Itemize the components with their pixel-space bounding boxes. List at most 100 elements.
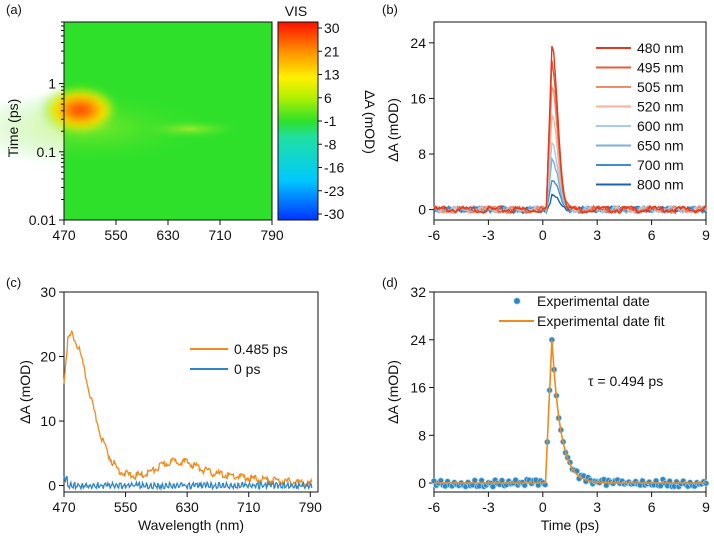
series-lines-c (63, 329, 313, 492)
y-tick-label: 16 (410, 90, 426, 106)
y-tick-label: 0 (48, 478, 56, 494)
y-tick-label: 0 (418, 202, 426, 218)
legend-marker-d (513, 297, 521, 305)
x-tick-label: 9 (702, 227, 710, 243)
legend-c: 0.485 ps 0 ps (190, 341, 288, 377)
y-axis-label-d: ΔA (mOD) (385, 360, 401, 424)
legend-label-d: Experimental date (537, 293, 650, 309)
y-tick-label: 20 (40, 349, 56, 365)
y-tick-label: 8 (418, 427, 426, 443)
x-tick-label: -6 (428, 499, 441, 515)
series-line-480-nm (433, 45, 707, 215)
y-tick-label: 8 (418, 146, 426, 162)
x-tick-label: 6 (648, 227, 656, 243)
panel-label-a: (a) (6, 2, 22, 17)
panel-label-b: (b) (382, 2, 398, 17)
legend-b: 480 nm 495 nm 505 nm 520 nm 600 nm 650 nm 700 … (596, 40, 684, 193)
colorbar-tick-label: -8 (324, 136, 337, 152)
x-tick-label: 0 (539, 227, 547, 243)
y-tick-label: 0 (418, 475, 426, 491)
x-tick-label: -6 (428, 227, 441, 243)
colorbar-tick-label: 6 (324, 90, 332, 106)
x-tick-label: 9 (702, 499, 710, 515)
x-axis-label-c: Wavelength (nm) (138, 517, 244, 533)
axes-c: 470 550 630 710 790 0 10 20 30 (40, 284, 322, 515)
x-tick-label-a: 550 (104, 227, 128, 243)
y-tick-label-a: 0.1 (37, 144, 57, 160)
y-tick-label: 32 (410, 284, 426, 300)
legend-label-b: 700 nm (637, 157, 684, 173)
plot-frame-c (63, 291, 319, 493)
legend-label-b: 505 nm (637, 79, 684, 95)
panel-label-c: (c) (6, 275, 21, 290)
x-axis-label-d: Time (ps) (541, 517, 600, 533)
x-tick-label: 790 (299, 499, 323, 515)
y-tick-label: 30 (40, 284, 56, 300)
y-axis-label-a: Time (ps) (5, 99, 21, 158)
y-axis-label-c: ΔA (mOD) (17, 360, 33, 424)
axes-b: -6 -3 0 3 6 9 0 8 16 24 (410, 35, 710, 243)
x-tick-label: -3 (482, 227, 495, 243)
x-tick-label: 630 (175, 499, 199, 515)
legend-label-b: 495 nm (637, 60, 684, 76)
x-tick-label-a: 710 (208, 227, 232, 243)
colorbar (277, 21, 319, 221)
x-tick-label: 3 (593, 499, 601, 515)
x-tick-label-a: 470 (52, 227, 76, 243)
x-tick-label: 470 (52, 499, 76, 515)
panel-a: (a) 470 550 630 710 790 10.10.01 Time (ps) V… (0, 2, 378, 243)
series-line-0ps (63, 475, 313, 492)
x-tick-label: 550 (114, 499, 138, 515)
y-tick-label: 24 (410, 332, 426, 348)
y-tick-label-a: 1 (48, 76, 56, 92)
legend-label-c: 0.485 ps (234, 341, 288, 357)
legend-label-b: 600 nm (637, 118, 684, 134)
y-tick-label: 24 (410, 35, 426, 51)
colorbar-title: VIS (285, 3, 308, 19)
y-tick-label: 10 (40, 413, 56, 429)
series-d (430, 336, 710, 490)
colorbar-label: ΔA (mOD) (362, 90, 378, 154)
colorbar-tick-label: -23 (324, 183, 344, 199)
x-tick-label-a: 630 (156, 227, 180, 243)
x-tick-label: 3 (593, 227, 601, 243)
plot-frame-d (433, 291, 707, 493)
legend-label-b: 650 nm (637, 138, 684, 154)
fit-line (434, 339, 706, 484)
x-axis-a: 470 550 630 710 790 (52, 220, 284, 243)
series-line-0485ps (63, 329, 313, 488)
y-axis-a: 1 0.1 0.01 (29, 21, 64, 228)
legend-label-b: 480 nm (637, 40, 684, 56)
y-tick-label-a: 0.01 (29, 212, 56, 228)
legend-label-b: 800 nm (637, 177, 684, 193)
colorbar-tick-label: 21 (324, 43, 340, 59)
panel-b: (b) -6 -3 0 3 6 9 0 8 16 24 480 nm 495 nm 505 nm 520… (382, 2, 710, 243)
colorbar-tick-label: 13 (324, 67, 340, 83)
legend-label-c: 0 ps (234, 361, 260, 377)
colorbar-tick-label: 30 (324, 20, 340, 36)
legend-d: Experimental date Experimental date fit (499, 293, 665, 329)
plot-frame-b (433, 21, 707, 221)
colorbar-ticks: 30 21 13 6 -1 -8 -16 -23 -30 (318, 20, 344, 222)
x-tick-label-a: 790 (260, 227, 284, 243)
y-axis-label-b: ΔA (mOD) (385, 98, 401, 162)
series-lines-b (433, 45, 707, 215)
legend-label-b: 520 nm (637, 99, 684, 115)
heatmap-band-630 (135, 118, 245, 140)
x-tick-label: -3 (482, 499, 495, 515)
colorbar-tick-label: -30 (324, 206, 344, 222)
x-tick-label: 0 (539, 499, 547, 515)
colorbar-tick-label: -16 (324, 160, 344, 176)
heatmap-peak-475 (40, 85, 120, 135)
x-tick-label: 6 (648, 499, 656, 515)
y-tick-label: 16 (410, 380, 426, 396)
tau-annotation: τ = 0.494 ps (588, 373, 663, 389)
colorbar-tick-label: -1 (324, 113, 337, 129)
legend-label-d: Experimental date fit (537, 313, 665, 329)
panel-label-d: (d) (382, 275, 398, 290)
x-tick-label: 710 (237, 499, 261, 515)
axes-d: -6 -3 0 3 6 9 0 8 16 24 32 (410, 284, 710, 515)
